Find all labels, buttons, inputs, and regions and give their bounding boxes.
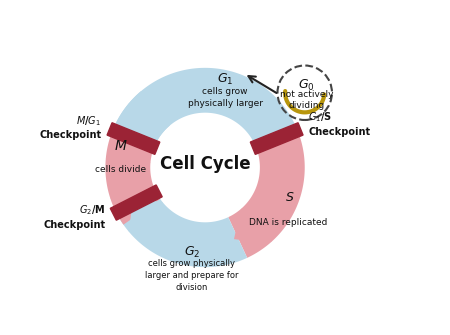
Polygon shape	[115, 68, 295, 144]
Text: $G_1$: $G_1$	[217, 72, 233, 87]
Text: $G_2$/M
Checkpoint: $G_2$/M Checkpoint	[43, 203, 106, 229]
Polygon shape	[250, 123, 303, 154]
Text: $G_0$: $G_0$	[298, 78, 315, 93]
Text: Cell Cycle: Cell Cycle	[160, 155, 250, 173]
Polygon shape	[106, 139, 150, 163]
Text: not actively
dividing: not actively dividing	[279, 90, 333, 110]
Polygon shape	[115, 191, 247, 267]
Text: $S$: $S$	[285, 191, 295, 204]
Text: $G_2$: $G_2$	[184, 245, 200, 260]
Polygon shape	[116, 91, 170, 143]
Polygon shape	[129, 196, 163, 231]
Polygon shape	[105, 125, 160, 225]
Polygon shape	[110, 185, 153, 212]
Polygon shape	[234, 209, 269, 244]
Text: cells divide: cells divide	[95, 165, 146, 174]
Text: $G_1$/S
Checkpoint: $G_1$/S Checkpoint	[309, 111, 371, 137]
Polygon shape	[238, 208, 272, 242]
Text: cells grow physically
larger and prepare for
division: cells grow physically larger and prepare…	[145, 259, 238, 292]
Polygon shape	[110, 185, 162, 220]
Polygon shape	[107, 123, 160, 154]
Text: cells grow
physically larger: cells grow physically larger	[188, 87, 262, 108]
Polygon shape	[129, 104, 163, 139]
Text: DNA is replicated: DNA is replicated	[249, 218, 327, 227]
Text: $M$/$G_1$
Checkpoint: $M$/$G_1$ Checkpoint	[40, 114, 102, 140]
Text: $M$: $M$	[113, 139, 127, 153]
Polygon shape	[228, 125, 305, 258]
